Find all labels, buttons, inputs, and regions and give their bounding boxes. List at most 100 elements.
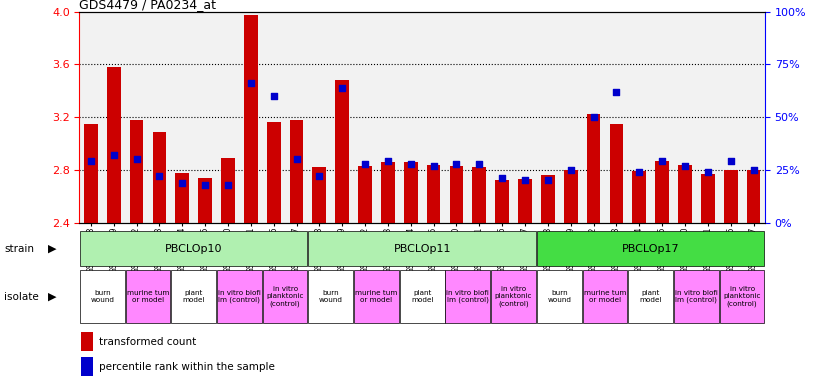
- Bar: [263, 270, 308, 323]
- Point: [472, 161, 486, 167]
- Bar: [563, 170, 578, 223]
- Bar: [629, 270, 673, 323]
- Bar: [426, 165, 441, 223]
- Bar: [335, 80, 349, 223]
- Text: PBCLOp17: PBCLOp17: [622, 243, 680, 254]
- Point: [678, 163, 691, 169]
- Text: ▶: ▶: [48, 291, 56, 302]
- Bar: [701, 174, 715, 223]
- Text: murine tum
or model: murine tum or model: [584, 290, 626, 303]
- Point: [747, 167, 760, 173]
- Point: [130, 156, 143, 162]
- Bar: [537, 231, 764, 266]
- Bar: [313, 167, 326, 223]
- Point: [427, 163, 441, 169]
- Point: [724, 159, 737, 165]
- Bar: [720, 270, 764, 323]
- Text: murine tum
or model: murine tum or model: [355, 290, 398, 303]
- Bar: [492, 270, 536, 323]
- Bar: [80, 270, 125, 323]
- Bar: [632, 171, 646, 223]
- Bar: [400, 270, 445, 323]
- Bar: [354, 270, 399, 323]
- Bar: [308, 270, 353, 323]
- Bar: [308, 231, 536, 266]
- Bar: [217, 270, 262, 323]
- Bar: [125, 270, 171, 323]
- Bar: [583, 270, 627, 323]
- Point: [107, 152, 120, 158]
- Point: [633, 169, 646, 175]
- Bar: [84, 124, 98, 223]
- Text: PBCLOp10: PBCLOp10: [165, 243, 222, 254]
- Bar: [198, 178, 212, 223]
- Point: [222, 182, 235, 188]
- Text: in vitro biofi
lm (control): in vitro biofi lm (control): [218, 290, 261, 303]
- Point: [198, 182, 212, 188]
- Bar: [446, 270, 490, 323]
- Bar: [404, 162, 418, 223]
- Bar: [381, 162, 395, 223]
- Bar: [130, 120, 144, 223]
- Text: burn
wound: burn wound: [548, 290, 571, 303]
- Bar: [541, 175, 555, 223]
- Bar: [747, 170, 761, 223]
- Text: plant
model: plant model: [640, 290, 662, 303]
- Bar: [678, 165, 692, 223]
- Point: [84, 159, 98, 165]
- Bar: [450, 166, 463, 223]
- Text: transformed count: transformed count: [99, 337, 196, 347]
- Point: [450, 161, 463, 167]
- Point: [359, 161, 372, 167]
- Text: plant
model: plant model: [411, 290, 433, 303]
- Point: [176, 180, 189, 186]
- Point: [404, 161, 417, 167]
- Bar: [81, 332, 93, 351]
- Point: [381, 159, 395, 165]
- Bar: [587, 114, 600, 223]
- Bar: [495, 180, 509, 223]
- Bar: [724, 170, 737, 223]
- Bar: [609, 124, 624, 223]
- Bar: [171, 270, 216, 323]
- Point: [701, 169, 715, 175]
- Text: in vitro
planktonic
(control): in vitro planktonic (control): [267, 286, 303, 307]
- Text: murine tum
or model: murine tum or model: [127, 290, 169, 303]
- Point: [335, 84, 349, 91]
- Point: [313, 173, 326, 179]
- Point: [267, 93, 280, 99]
- Bar: [674, 270, 719, 323]
- Point: [655, 159, 669, 165]
- Point: [587, 114, 600, 120]
- Bar: [267, 122, 281, 223]
- Text: in vitro
planktonic
(control): in vitro planktonic (control): [495, 286, 533, 307]
- Bar: [107, 67, 120, 223]
- Point: [290, 156, 303, 162]
- Point: [153, 173, 166, 179]
- Bar: [80, 231, 308, 266]
- Text: in vitro
planktonic
(control): in vitro planktonic (control): [723, 286, 761, 307]
- Text: burn
wound: burn wound: [319, 290, 343, 303]
- Text: in vitro biofi
lm (control): in vitro biofi lm (control): [446, 290, 489, 303]
- Bar: [221, 158, 235, 223]
- Point: [518, 177, 532, 184]
- Point: [244, 80, 257, 86]
- Text: percentile rank within the sample: percentile rank within the sample: [99, 362, 274, 372]
- Point: [541, 177, 554, 184]
- Bar: [655, 161, 669, 223]
- Bar: [537, 270, 582, 323]
- Point: [609, 89, 623, 95]
- Text: ▶: ▶: [48, 243, 56, 254]
- Point: [496, 175, 509, 182]
- Text: PBCLOp11: PBCLOp11: [394, 243, 451, 254]
- Text: in vitro biofi
lm (control): in vitro biofi lm (control): [675, 290, 718, 303]
- Text: GDS4479 / PA0234_at: GDS4479 / PA0234_at: [79, 0, 217, 12]
- Bar: [152, 132, 166, 223]
- Text: burn
wound: burn wound: [90, 290, 115, 303]
- Text: plant
model: plant model: [182, 290, 205, 303]
- Point: [564, 167, 578, 173]
- Bar: [176, 172, 189, 223]
- Bar: [244, 15, 257, 223]
- Bar: [518, 179, 532, 223]
- Bar: [472, 167, 487, 223]
